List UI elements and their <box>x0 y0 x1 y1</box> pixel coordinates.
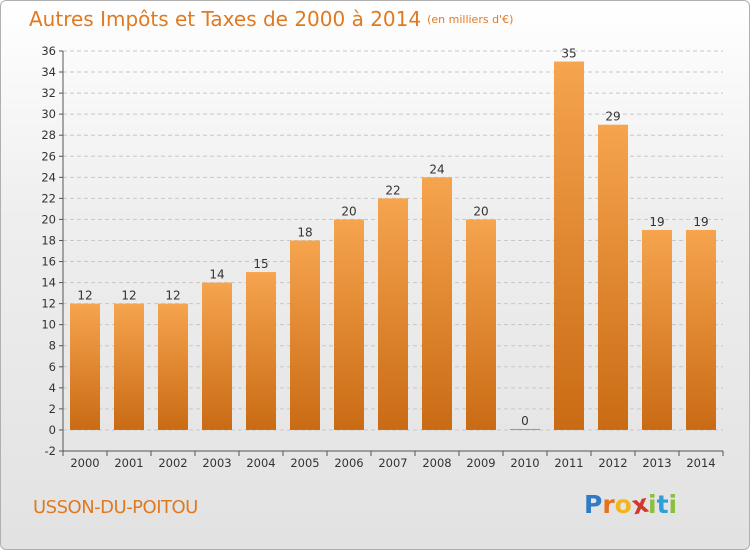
y-tick-label: 6 <box>49 360 56 374</box>
bar-2012 <box>598 124 628 430</box>
x-tick-label: 2004 <box>246 456 275 470</box>
y-tick-label: 32 <box>41 86 56 100</box>
logo-letter: t <box>656 490 669 519</box>
x-tick-label: 2007 <box>378 456 407 470</box>
y-tick-label: 28 <box>41 128 56 142</box>
value-label: 0 <box>521 414 529 428</box>
x-tick-label: 2002 <box>158 456 187 470</box>
title-text: Autres Impôts et Taxes de 2000 à 2014 <box>29 7 422 31</box>
bar-2009 <box>466 219 496 430</box>
bar-2000 <box>70 303 100 430</box>
value-label: 29 <box>605 110 620 124</box>
value-label: 24 <box>429 162 444 176</box>
y-tick-label: -2 <box>45 444 56 458</box>
value-label: 12 <box>165 289 180 303</box>
bar-2010 <box>510 428 540 430</box>
bar-2005 <box>290 240 320 430</box>
bar-2003 <box>202 282 232 430</box>
bar-2014 <box>686 229 716 430</box>
y-tick-label: 26 <box>41 149 56 163</box>
title-unit: (en milliers d'€) <box>427 13 514 26</box>
y-tick-label: 24 <box>41 170 56 184</box>
y-tick-label: 2 <box>49 402 56 416</box>
x-tick-label: 2000 <box>70 456 99 470</box>
bar-2008 <box>422 177 452 430</box>
y-tick-label: 36 <box>41 44 56 58</box>
y-tick-label: 4 <box>49 381 56 395</box>
value-label: 20 <box>473 204 488 218</box>
x-tick-label: 2010 <box>510 456 539 470</box>
value-label: 15 <box>253 257 268 271</box>
y-tick-label: 34 <box>41 65 56 79</box>
city-name: USSON-DU-POITOU <box>33 497 198 518</box>
y-tick-label: 18 <box>41 233 56 247</box>
y-tick-label: 22 <box>41 191 56 205</box>
proxiti-logo: Proxiti <box>584 489 678 521</box>
value-label: 12 <box>121 289 136 303</box>
x-tick-label: 2013 <box>642 456 671 470</box>
logo-letter: r <box>602 490 615 519</box>
y-tick-label: 8 <box>49 339 56 353</box>
bar-2004 <box>246 272 276 430</box>
value-label: 20 <box>341 204 356 218</box>
value-label: 19 <box>649 215 664 229</box>
value-label: 18 <box>297 225 312 239</box>
value-label: 22 <box>385 183 400 197</box>
bar-2013 <box>642 229 672 430</box>
bar-2007 <box>378 198 408 430</box>
bar-2011 <box>554 61 584 430</box>
value-label: 12 <box>77 289 92 303</box>
x-tick-label: 2011 <box>554 456 583 470</box>
logo-letter: P <box>584 490 603 519</box>
y-tick-label: 20 <box>41 212 56 226</box>
x-tick-label: 2014 <box>686 456 715 470</box>
x-tick-label: 2008 <box>422 456 451 470</box>
bars <box>70 61 716 430</box>
x-tick-label: 2009 <box>466 456 495 470</box>
y-tick-label: 14 <box>41 276 56 290</box>
chart-title: Autres Impôts et Taxes de 2000 à 2014 (en… <box>29 7 513 31</box>
x-tick-label: 2003 <box>202 456 231 470</box>
logo-letter: i <box>668 490 678 519</box>
x-tick-label: 2001 <box>114 456 143 470</box>
logo-letter: i <box>648 490 657 519</box>
x-tick-label: 2012 <box>598 456 627 470</box>
labels: 12 2000 12 2001 12 2002 14 2003 15 2004 18 2005 20 20… <box>70 47 715 470</box>
bar-2006 <box>334 219 364 430</box>
value-label: 14 <box>209 268 224 282</box>
y-tick-label: 12 <box>41 297 56 311</box>
y-tick-label: 16 <box>41 255 56 269</box>
y-tick-label: 0 <box>49 423 56 437</box>
y-tick-label: 30 <box>41 107 56 121</box>
logo-letter: o <box>614 490 632 519</box>
bar-2001 <box>114 303 144 430</box>
value-label: 19 <box>693 215 708 229</box>
y-tick-label: 10 <box>41 318 56 332</box>
bar-2002 <box>158 303 188 430</box>
x-tick-label: 2005 <box>290 456 319 470</box>
value-label: 35 <box>561 47 576 61</box>
x-tick-label: 2006 <box>334 456 363 470</box>
